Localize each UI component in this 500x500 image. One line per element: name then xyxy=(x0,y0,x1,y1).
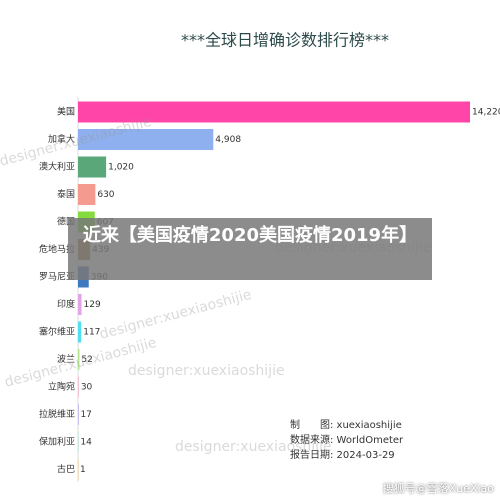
bar xyxy=(78,156,107,178)
y-tick-label: 印度 xyxy=(57,298,75,310)
y-tick-label: 罗马尼亚 xyxy=(39,272,75,283)
y-tick-label: 拉脱维亚 xyxy=(39,408,75,420)
footer-text: 报告日期: 2024-03-29 xyxy=(290,448,395,461)
chart-title: ***全球日增确诊数排行榜*** xyxy=(181,31,389,50)
footer-text: 制 图: xuexiaoshijie xyxy=(290,418,402,431)
y-tick-label: 波兰 xyxy=(57,353,75,365)
y-tick-label: 加拿大 xyxy=(48,133,75,145)
y-tick-label: 立陶宛 xyxy=(48,381,75,393)
bar xyxy=(78,376,79,398)
bar xyxy=(78,459,79,480)
banner: 近来【美国疫情2020美国疫情2019年】 xyxy=(68,218,432,280)
bar xyxy=(78,404,79,425)
value-label: 30 xyxy=(81,383,93,393)
value-label: 1 xyxy=(80,465,86,475)
y-tick-label: 保加利亚 xyxy=(39,436,75,448)
value-label: 17 xyxy=(80,410,91,420)
y-tick-label: 澳大利亚 xyxy=(39,161,75,173)
value-label: 14 xyxy=(80,438,92,448)
watermark: designer:xuexiaoshijie xyxy=(128,363,285,379)
value-label: 129 xyxy=(84,300,101,310)
y-tick-label: 危地马拉 xyxy=(39,243,75,255)
value-label: 4,908 xyxy=(215,135,241,145)
value-label: 14,220 xyxy=(472,108,500,118)
y-tick-label: 美国 xyxy=(57,106,75,118)
watermark: designer:xuexiaoshijie xyxy=(175,439,332,455)
y-tick-label: 古巴 xyxy=(57,463,75,475)
footer-text: 数据来源: WorldOmeter xyxy=(290,433,404,446)
y-tick-label: 泰国 xyxy=(57,188,75,200)
bar xyxy=(78,101,470,123)
bar xyxy=(78,431,79,453)
bar xyxy=(78,294,82,315)
watermark: designer:xuexiaoshijie xyxy=(98,287,253,343)
bar xyxy=(78,321,82,343)
y-tick-label: 塞尔维亚 xyxy=(39,326,75,338)
value-label: 630 xyxy=(97,190,114,200)
bar xyxy=(78,349,80,370)
bar xyxy=(78,184,96,205)
source-watermark: 搜狐号@雪落XueXiao xyxy=(382,482,494,495)
bar xyxy=(78,129,214,150)
value-label: 52 xyxy=(81,355,92,365)
value-label: 1,020 xyxy=(108,163,134,173)
value-label: 117 xyxy=(83,328,100,338)
